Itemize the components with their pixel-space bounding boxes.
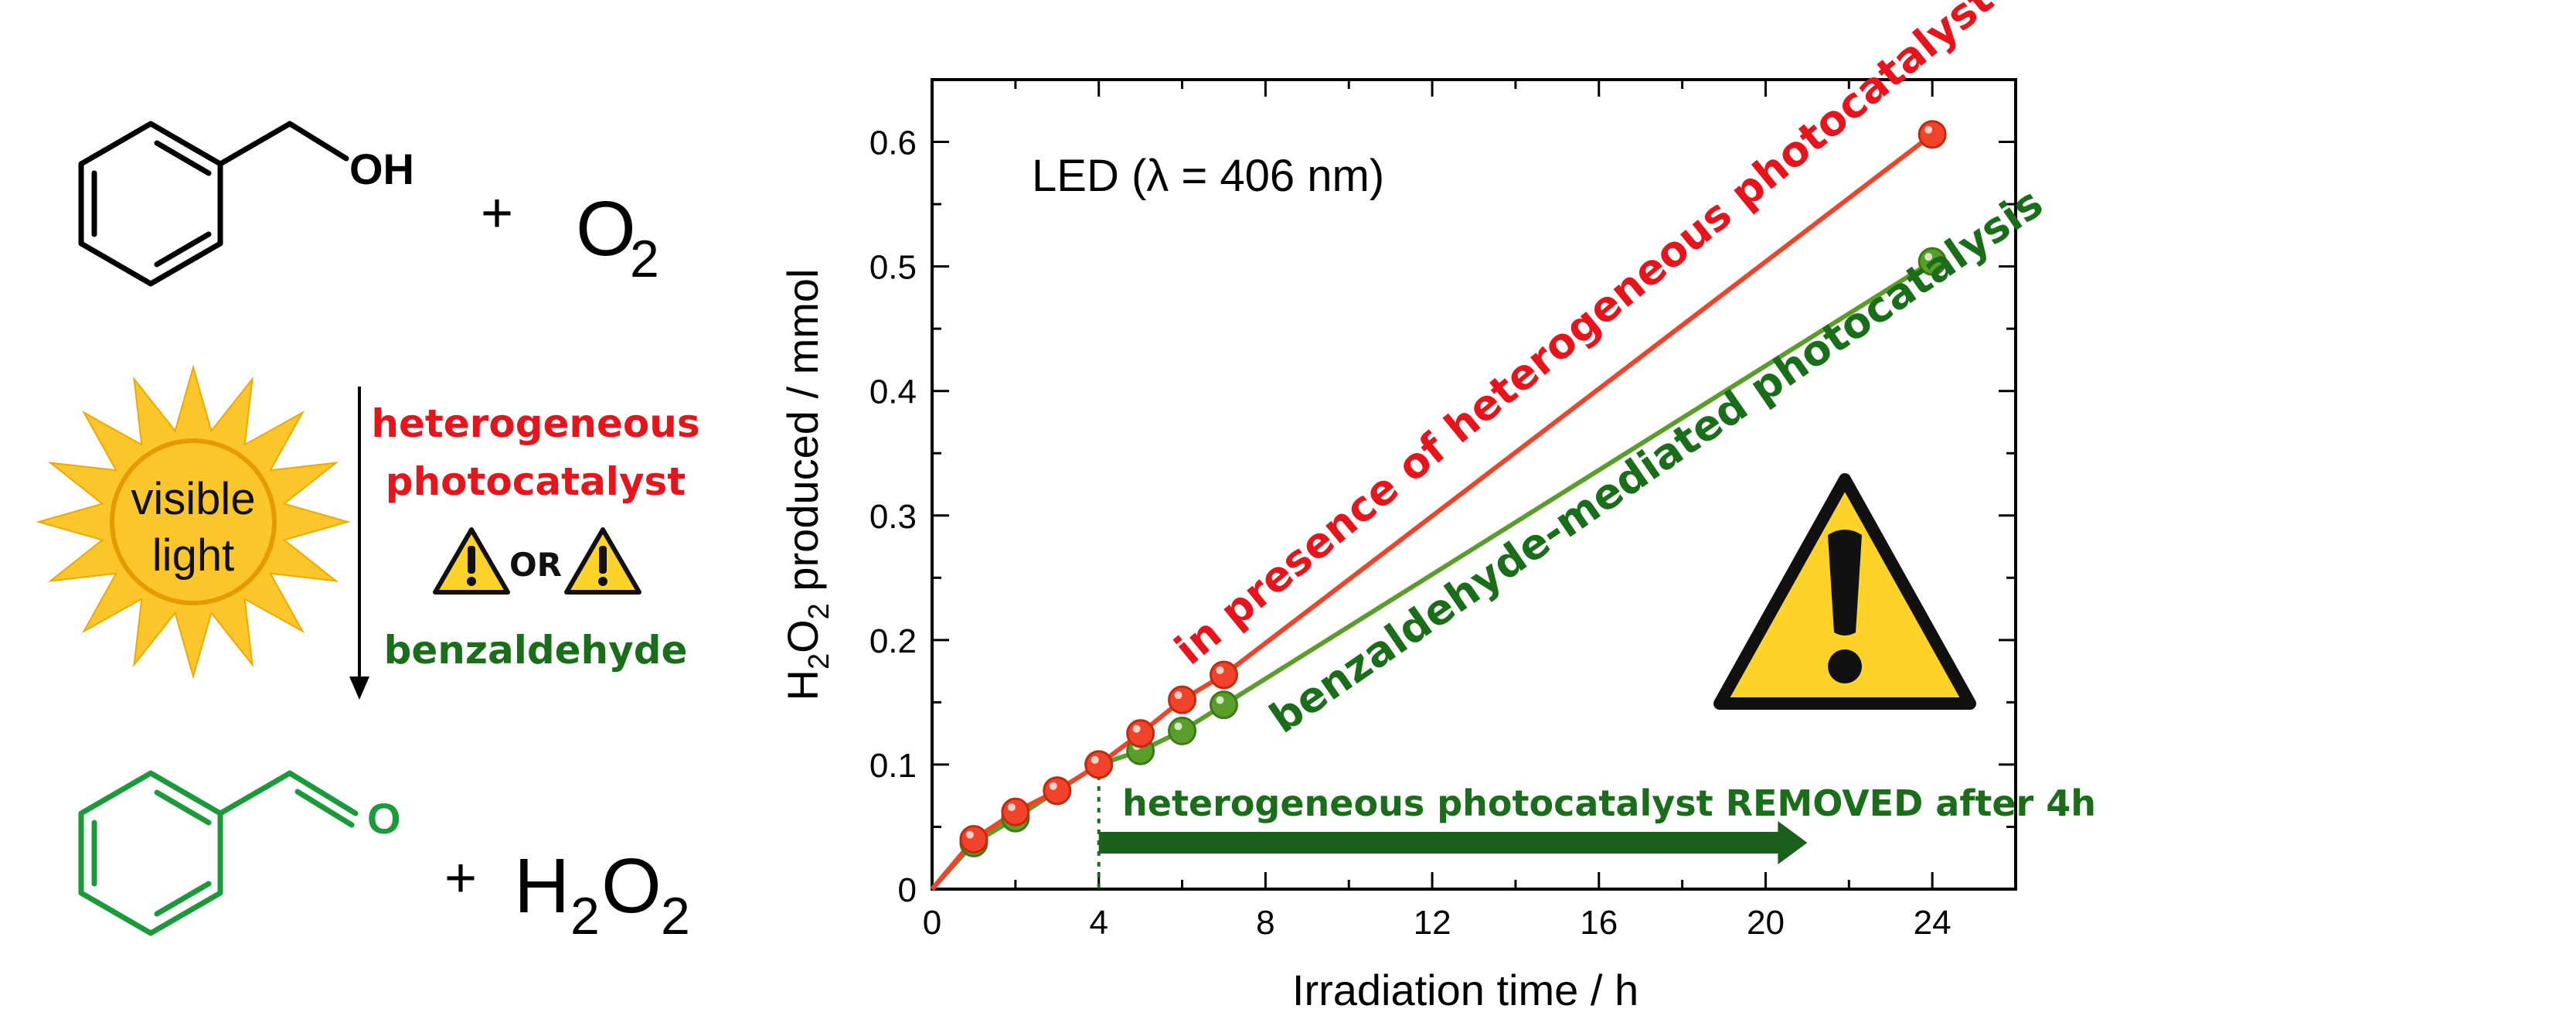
data-point-green	[1168, 716, 1197, 745]
x-axis-label: Irradiation time / h	[1292, 966, 1638, 1014]
data-point-red	[959, 825, 989, 854]
x-tick-label: 0	[923, 904, 941, 942]
y-tick-label: 0	[898, 871, 917, 909]
sun-icon	[36, 364, 351, 680]
data-point-red	[1126, 719, 1155, 748]
benzaldehyde-structure	[78, 770, 359, 936]
removal-annotation-group: heterogeneous photocatalyst REMOVED afte…	[1097, 775, 2096, 889]
benzaldehyde-label: benzaldehyde	[384, 628, 688, 673]
data-point-highlight	[1049, 782, 1057, 790]
data-point-highlight	[1174, 722, 1183, 731]
svg-text:2: 2	[661, 887, 690, 946]
plot-frame	[931, 78, 2017, 891]
reactant-plus: +	[481, 182, 513, 244]
oh-label: OH	[349, 145, 414, 193]
data-point-red	[1209, 660, 1238, 690]
catalyst-label-line1: heterogeneous	[371, 401, 699, 446]
y-tick-label: 0.3	[869, 498, 917, 536]
warning-icon-large	[1713, 473, 1976, 710]
warning-icon-small-left	[433, 527, 510, 595]
catalyst-label-line2: photocatalyst	[386, 459, 686, 504]
x-tick-label: 4	[1089, 904, 1108, 942]
series-lines	[930, 132, 1935, 891]
or-label: OR	[509, 546, 562, 584]
svg-text:H: H	[514, 843, 570, 929]
removal-arrow	[1098, 821, 1808, 864]
data-point-red	[1043, 776, 1072, 806]
product-plus: +	[444, 847, 477, 909]
data-point-highlight	[965, 830, 974, 839]
warning-icon-small-right	[564, 527, 641, 595]
removal-annotation-text: heterogeneous photocatalyst REMOVED afte…	[1122, 782, 2096, 824]
benzyl-alcohol-structure	[78, 121, 349, 287]
x-tick-label: 24	[1914, 904, 1952, 942]
data-point-red	[1084, 750, 1114, 779]
data-point-highlight	[1007, 803, 1016, 812]
data-point-highlight	[1924, 125, 1933, 134]
data-point-highlight	[1091, 755, 1099, 764]
x-tick-label: 20	[1747, 904, 1785, 942]
svg-text:2: 2	[570, 887, 600, 946]
sun-label-light: light	[152, 530, 234, 581]
svg-text:2: 2	[630, 230, 659, 288]
x-tick-label: 12	[1414, 904, 1451, 942]
y-tick-label: 0.6	[869, 124, 917, 162]
y-tick-label: 0.4	[869, 373, 917, 411]
aldehyde-o-label: O	[367, 794, 401, 843]
data-point-highlight	[1132, 724, 1141, 733]
data-point-highlight	[1174, 691, 1183, 700]
data-point-highlight	[1216, 696, 1224, 704]
data-point-red	[1001, 797, 1030, 826]
svg-text:H2O2 produced / mmol: H2O2 produced / mmol	[778, 269, 835, 701]
series-points	[959, 120, 1947, 857]
y-tick-label: 0.2	[869, 622, 917, 660]
y-tick-label: 0.1	[869, 747, 917, 785]
axis-tick-labels: 0 4 8 12 16 20 24 0 0.1 0.2 0.3 0.4 0.5 0.6	[869, 124, 1952, 942]
x-tick-label: 16	[1580, 904, 1618, 942]
reaction-arrow	[349, 387, 369, 700]
h2o2-formula: H 2 O 2	[514, 843, 690, 946]
svg-text:O: O	[601, 843, 662, 929]
led-annotation: LED (λ = 406 nm)	[1032, 151, 1384, 201]
y-axis-label: H2O2 produced / mmol	[778, 269, 835, 701]
data-point-highlight	[1924, 253, 1933, 261]
o2-formula: O 2	[576, 186, 659, 288]
data-point-red	[1168, 685, 1197, 714]
svg-text:O: O	[576, 186, 636, 272]
series-line-red	[930, 132, 1935, 891]
data-point-green	[1209, 690, 1238, 720]
y-tick-label: 0.5	[869, 249, 917, 287]
x-tick-label: 8	[1256, 904, 1274, 942]
data-point-red	[1918, 120, 1947, 149]
axis-ticks	[931, 78, 2017, 891]
sun-label-visible: visible	[131, 474, 255, 524]
data-point-highlight	[1216, 666, 1224, 674]
